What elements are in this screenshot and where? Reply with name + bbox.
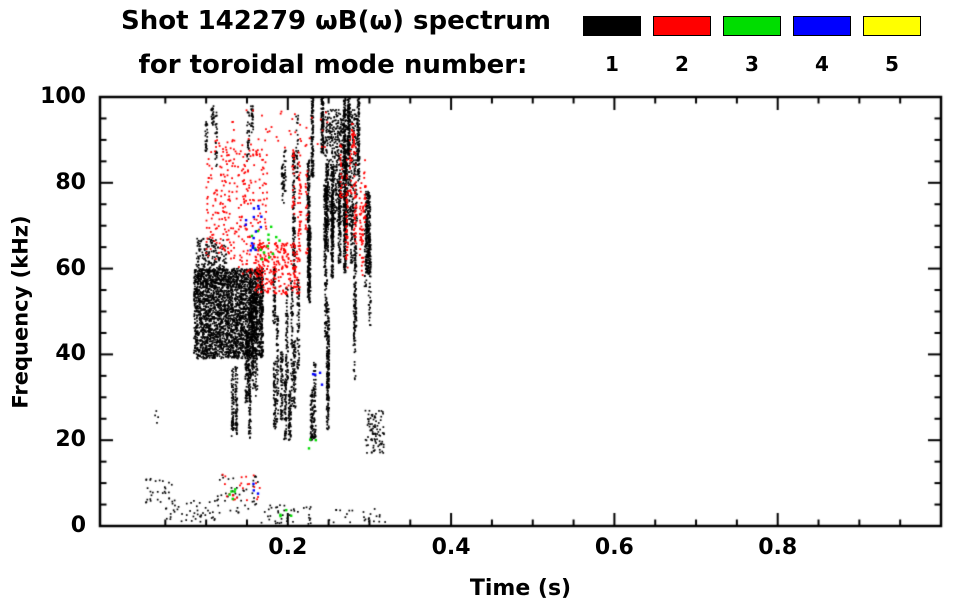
- legend-swatch-mode-5: [863, 16, 921, 36]
- legend-label-mode-3: 3: [745, 52, 759, 76]
- y-axis-label-box: Frequency (kHz): [4, 97, 38, 526]
- y-tick-label-80: 80: [55, 169, 86, 195]
- legend-label-mode-1: 1: [605, 52, 619, 76]
- legend-swatch-mode-2: [653, 16, 711, 36]
- mode-legend: 1 2 3 4 5: [577, 14, 937, 78]
- legend-label-mode-5: 5: [885, 52, 899, 76]
- legend-entry-5: 5: [857, 14, 927, 78]
- x-axis-label: Time (s): [469, 576, 572, 601]
- legend-label-mode-4: 4: [815, 52, 829, 76]
- legend-entry-3: 3: [717, 14, 787, 78]
- y-tick-label-20: 20: [55, 427, 86, 453]
- y-tick-label-60: 60: [55, 255, 86, 281]
- x-tick-label-0.6: 0.6: [594, 535, 634, 560]
- legend-entry-4: 4: [787, 14, 857, 78]
- chart-subtitle: for toroidal mode number:: [138, 50, 528, 80]
- y-tick-label-100: 100: [40, 84, 86, 109]
- legend-label-mode-2: 2: [675, 52, 689, 76]
- legend-entry-2: 2: [647, 14, 717, 78]
- legend-swatch-mode-1: [583, 16, 641, 36]
- y-tick-label-0: 0: [70, 513, 86, 538]
- y-axis-label: Frequency (kHz): [9, 214, 33, 409]
- legend-swatch-mode-4: [793, 16, 851, 36]
- x-tick-label-0.2: 0.2: [268, 535, 308, 560]
- legend-entry-1: 1: [577, 14, 647, 78]
- y-tick-label-40: 40: [55, 341, 86, 367]
- x-tick-label-0.8: 0.8: [758, 535, 798, 560]
- chart-title: Shot 142279 ωB(ω) spectrum: [121, 6, 551, 36]
- legend-swatch-mode-3: [723, 16, 781, 36]
- x-tick-label-0.4: 0.4: [431, 535, 471, 560]
